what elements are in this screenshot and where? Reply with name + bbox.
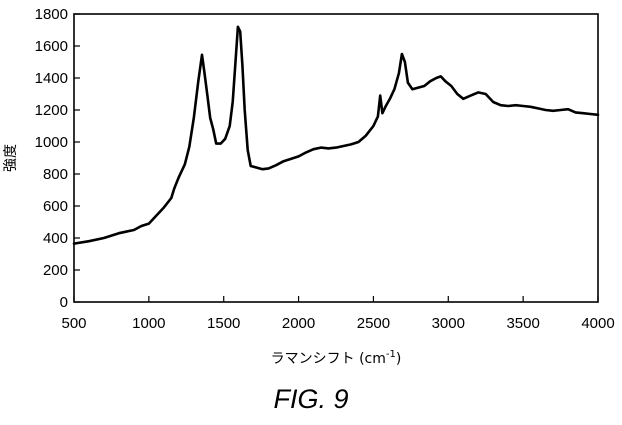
axes: 500 1000 1500 2000 2500 3000 3500 4000 0 200 400 60… [35, 6, 615, 332]
y-tick-label: 400 [43, 230, 68, 247]
x-axis-title: ラマンシフト (cm-1) [271, 349, 402, 367]
x-tick-label: 3500 [506, 315, 539, 332]
y-tick-label: 0 [60, 294, 68, 311]
x-tick-label: 4000 [581, 315, 614, 332]
x-tick-label: 500 [61, 315, 86, 332]
x-axis-title-superscript: -1 [386, 349, 396, 360]
spectrum-line [72, 25, 600, 245]
x-axis-title-main: ラマンシフト (cm [271, 351, 386, 367]
x-tick-label: 1000 [132, 315, 165, 332]
y-tick-label: 1200 [35, 102, 68, 119]
y-tick-label: 1400 [35, 70, 68, 87]
y-tick-label: 1600 [35, 38, 68, 55]
plot-frame [73, 13, 599, 303]
plot-area [72, 25, 600, 245]
x-tick-label: 3000 [432, 315, 465, 332]
x-tick-label: 1500 [207, 315, 240, 332]
y-tick-label: 1000 [35, 134, 68, 151]
x-tick-label: 2000 [282, 315, 315, 332]
figure-caption: FIG. 9 [273, 384, 349, 414]
y-tick-label: 1800 [35, 6, 68, 23]
y-tick-label: 200 [43, 262, 68, 279]
y-axis-title: 強度 [3, 144, 19, 172]
x-tick-label: 2500 [357, 315, 390, 332]
y-tick-label: 800 [43, 166, 68, 183]
x-axis-title-tail: ) [396, 351, 401, 367]
y-tick-label: 600 [43, 198, 68, 215]
